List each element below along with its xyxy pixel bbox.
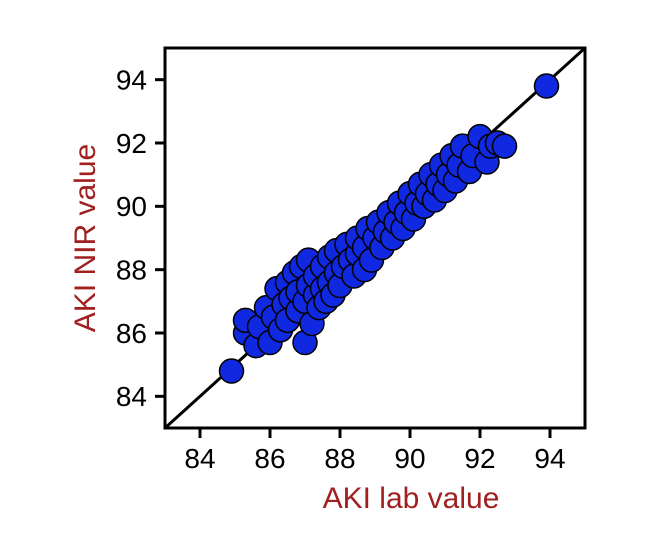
y-tick-label: 94 — [116, 64, 147, 95]
y-tick-label: 88 — [116, 254, 147, 285]
x-tick-label: 94 — [534, 443, 565, 474]
data-point — [535, 74, 559, 98]
y-axis-label: AKI NIR value — [69, 144, 102, 332]
x-tick-label: 88 — [324, 443, 355, 474]
y-tick-label: 92 — [116, 128, 147, 159]
x-tick-label: 90 — [394, 443, 425, 474]
x-axis-label: AKI lab value — [323, 482, 500, 515]
chart-svg: 84 86 88 90 92 94 84 86 88 90 92 94 AKI lab value AKI… — [0, 0, 670, 560]
data-point — [220, 359, 244, 383]
x-tick-label: 86 — [254, 443, 285, 474]
y-tick-label: 84 — [116, 381, 147, 412]
x-tick-label: 84 — [184, 443, 215, 474]
y-tick-label: 86 — [116, 318, 147, 349]
y-tick-label: 90 — [116, 191, 147, 222]
scatter-chart: 84 86 88 90 92 94 84 86 88 90 92 94 AKI lab value AKI… — [0, 0, 670, 560]
x-tick-label: 92 — [464, 443, 495, 474]
data-point — [493, 134, 517, 158]
